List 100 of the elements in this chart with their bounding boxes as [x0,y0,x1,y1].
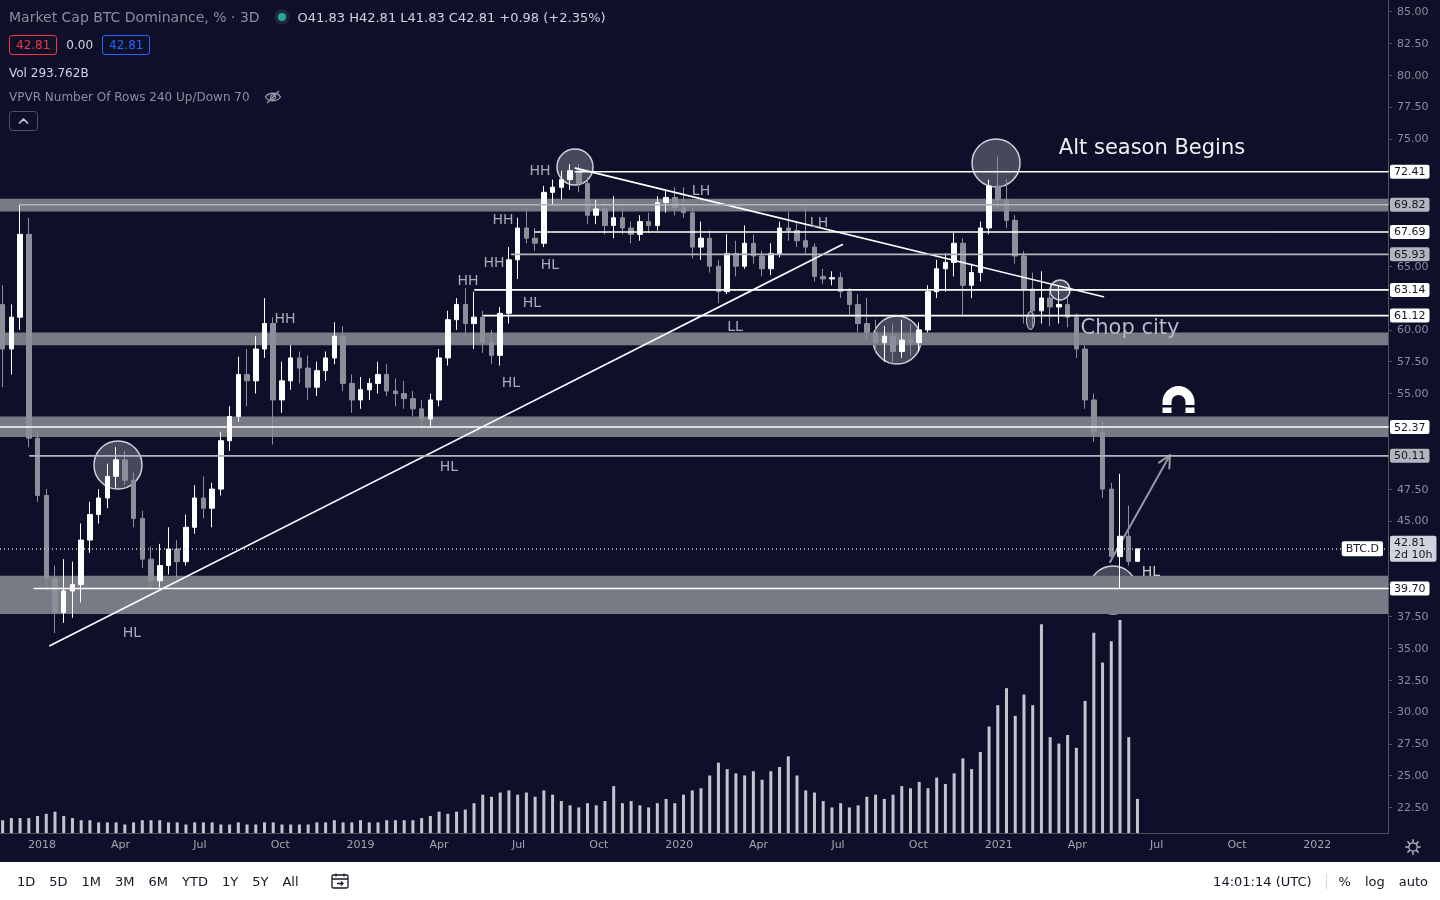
candlestick [174,539,180,579]
candlestick [384,363,389,397]
candlestick [768,242,774,276]
bar [228,824,232,833]
data-label: 63.14 [1394,283,1426,297]
bar [1092,632,1096,833]
bar [856,805,860,833]
bar [393,820,397,833]
bar [455,811,459,833]
bar [812,792,816,833]
annotation: LH [809,214,829,230]
candlestick [1100,421,1105,499]
bar [743,775,747,833]
candlestick [236,356,241,423]
candlestick [471,291,477,350]
candlestick [620,207,625,235]
candlestick [716,259,721,304]
bar [734,773,738,833]
bar [874,794,878,833]
bar [1,820,5,833]
bar [97,822,101,833]
bar [341,822,345,833]
bar [507,790,511,833]
y-tick-label: 55.00 [1397,387,1429,401]
bar [472,803,476,833]
y-tick-label: 37.50 [1397,609,1429,623]
bar [690,790,694,833]
bar [175,822,179,833]
bar [804,790,808,833]
candlestick [367,377,372,401]
bar [105,822,109,833]
bar [620,803,624,833]
bar [996,705,1000,833]
candlestick [218,431,224,496]
candlestick [786,210,791,242]
y-tick-label: 32.50 [1397,673,1429,687]
x-tick-label: 2022 [1303,838,1332,851]
bar [708,775,712,833]
bar [1127,737,1131,833]
data-label: 67.69 [1394,225,1426,239]
annotation: 42.81 [102,35,151,55]
bar [359,820,363,833]
candlestick [593,199,599,225]
text: Market Cap BTC Dominance, % · 3D [9,9,260,25]
candlestick [463,287,468,337]
text: 3M [115,873,135,889]
candlestick [393,377,398,407]
candlestick [524,208,529,244]
candlestick [559,170,564,201]
candlestick [1109,482,1114,563]
y-tick-label: 77.50 [1397,100,1429,114]
bar [865,796,869,833]
bar [271,822,275,833]
bar [27,818,31,833]
bar [795,775,799,833]
candlestick [733,240,739,277]
bar [245,824,249,833]
y-tick-label: 25.00 [1397,769,1429,783]
bar [53,811,57,833]
annotation: LH [691,182,711,198]
candlestick [1004,179,1009,229]
candlestick [995,156,1001,210]
y-tick-label: 57.50 [1397,355,1429,369]
data-label: 39.70 [1394,581,1426,595]
candlestick [1135,548,1140,562]
bar [132,822,136,833]
candlestick [1065,297,1070,328]
bar [943,784,947,833]
annotation: 42.81 [9,35,58,55]
candlestick [410,390,416,417]
bar [62,815,66,833]
candlestick [305,354,311,401]
bar [350,822,354,833]
bar [568,805,572,833]
annotation: BTC.D [1345,542,1379,556]
x-tick-label: Apr [749,838,769,851]
bar [489,796,493,833]
bar [1057,743,1061,833]
candlestick [244,348,250,407]
text: YTD [182,873,208,889]
x-tick-label: Jul [830,838,845,851]
x-tick-label: 2019 [346,838,375,851]
bar [751,771,755,833]
candlestick [192,484,197,535]
candlestick [270,316,276,446]
candlestick [253,335,259,395]
bar [917,781,921,833]
candlestick [297,351,302,384]
candlestick [646,212,651,234]
candlestick [820,268,826,285]
candlestick [1021,250,1027,325]
x-tick-label: Apr [1067,838,1088,851]
bar [629,801,633,833]
bar [114,822,118,833]
candlestick [489,329,494,365]
text: 1Y [221,873,239,889]
bar [839,803,843,833]
bar [533,796,537,833]
bar [655,803,659,833]
candlestick [602,202,608,235]
